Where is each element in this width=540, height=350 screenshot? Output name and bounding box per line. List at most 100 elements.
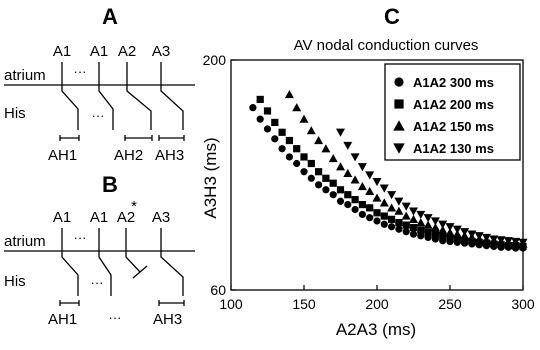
- data-point: [482, 233, 491, 242]
- interval-label: AH3: [155, 147, 184, 164]
- panel-b-letter: B: [102, 172, 118, 197]
- data-point: [358, 200, 366, 209]
- data-point: [438, 225, 448, 234]
- data-point: [395, 219, 403, 227]
- premature-star: *: [131, 198, 137, 215]
- data-point: [300, 153, 308, 161]
- data-point: [263, 107, 272, 115]
- data-point: [388, 215, 396, 223]
- data-point: [365, 186, 375, 196]
- data-point: [467, 230, 477, 239]
- data-point: [417, 226, 425, 234]
- stim-label: A2: [118, 43, 136, 60]
- x-tick-label: 100: [219, 296, 243, 312]
- chart-title: AV nodal conduction curves: [294, 37, 479, 54]
- series-triangle-up: [284, 90, 528, 248]
- y-tick-label: 60: [210, 282, 226, 298]
- data-point: [329, 191, 337, 199]
- data-point: [394, 197, 404, 206]
- data-point: [409, 207, 418, 216]
- interval-label: AH1: [48, 311, 77, 328]
- interval-label: AH3: [153, 311, 182, 328]
- data-point: [503, 237, 513, 246]
- data-point: [423, 220, 433, 229]
- x-tick-label: 250: [438, 296, 462, 312]
- data-point: [474, 232, 484, 241]
- data-point: [315, 168, 323, 176]
- ladder-diagram-a: [4, 62, 195, 141]
- data-point: [431, 230, 439, 238]
- data-point: [430, 223, 440, 232]
- interval-label: AH2: [114, 147, 143, 164]
- y-axis-label: A3H3 (ms): [201, 137, 220, 218]
- data-point: [366, 204, 374, 212]
- legend-label: A1A2 130 ms: [413, 141, 494, 156]
- data-point: [358, 210, 366, 219]
- ellipsis: ···: [74, 230, 87, 245]
- stim-label: A1: [53, 43, 71, 60]
- data-point: [372, 193, 382, 202]
- data-point: [249, 104, 257, 112]
- row-label-atrium: atrium: [4, 67, 46, 84]
- data-point: [453, 235, 461, 243]
- row-label-his: His: [4, 273, 26, 290]
- stim-label: A1: [90, 209, 108, 226]
- data-point: [518, 238, 528, 247]
- legend-box: [384, 63, 521, 161]
- data-point: [373, 217, 381, 225]
- data-point: [460, 228, 470, 237]
- data-point: [285, 153, 293, 161]
- ellipsis: ···: [92, 108, 105, 123]
- data-point: [423, 214, 433, 223]
- data-point: [307, 159, 315, 168]
- data-point: [300, 168, 308, 176]
- data-point: [401, 202, 411, 211]
- data-point: [388, 223, 396, 231]
- legend-marker: [393, 143, 405, 154]
- data-point: [271, 118, 279, 127]
- row-label-his: His: [4, 105, 26, 122]
- y-tick-label: 200: [203, 52, 227, 68]
- data-point: [430, 217, 440, 226]
- legend-marker: [394, 77, 404, 87]
- ellipsis: ···: [109, 310, 122, 325]
- legend-marker: [393, 120, 405, 131]
- panel-c: C AV nodal conduction curves 100 150 200 25…: [201, 4, 535, 339]
- legend-marker: [394, 99, 404, 109]
- data-point: [321, 144, 331, 153]
- data-point: [489, 235, 499, 244]
- legend-label: A1A2 150 ms: [413, 119, 494, 134]
- data-point: [357, 182, 367, 191]
- data-point: [409, 214, 418, 223]
- data-point: [314, 136, 324, 145]
- data-point: [306, 126, 316, 135]
- data-point: [372, 177, 382, 187]
- stim-label: A2: [117, 209, 135, 226]
- data-point: [373, 209, 381, 217]
- data-point: [417, 232, 425, 240]
- ellipsis: ···: [91, 275, 104, 290]
- data-point: [292, 103, 302, 112]
- data-points: [249, 90, 528, 252]
- y-axis: 60 200: [203, 52, 236, 298]
- data-point: [256, 95, 264, 104]
- data-point: [366, 214, 374, 222]
- data-point: [343, 168, 353, 177]
- x-tick-label: 150: [292, 296, 316, 312]
- data-point: [293, 145, 301, 153]
- data-point: [278, 128, 286, 136]
- data-point: [344, 200, 352, 209]
- data-point: [307, 174, 315, 182]
- data-point: [365, 171, 375, 180]
- data-point: [336, 186, 345, 194]
- data-point: [401, 211, 411, 220]
- data-point: [329, 179, 337, 187]
- data-point: [351, 205, 359, 214]
- panel-b: B A1 A1 A2 * A3 ··· atrium His ···: [4, 172, 195, 328]
- data-point: [263, 125, 272, 133]
- data-point: [278, 145, 286, 153]
- data-point: [409, 230, 418, 238]
- data-point: [328, 154, 338, 163]
- data-point: [445, 228, 455, 237]
